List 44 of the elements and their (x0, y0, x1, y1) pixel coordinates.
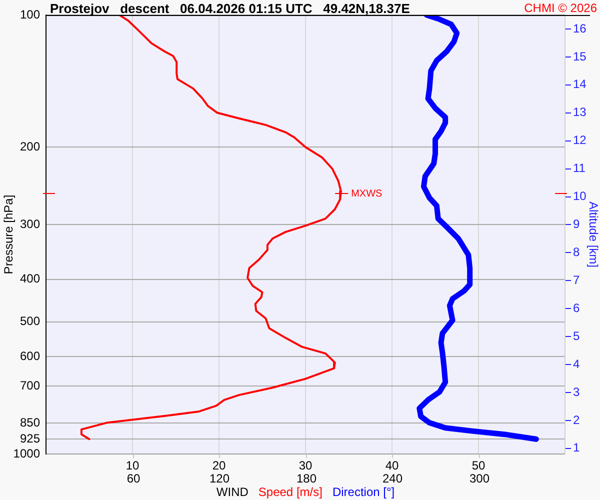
text: CHMI © 2026 (524, 1, 597, 15)
y2-tick-label: 12 (573, 133, 587, 148)
x2-tick-label: 60 (126, 471, 140, 486)
y2-tick-label: 13 (573, 105, 587, 120)
y-tick-label: 500 (20, 314, 40, 328)
y2-axis-title: Altitude [km] (586, 201, 600, 268)
y-tick-label: 600 (20, 348, 40, 363)
x2-tick-label: 120 (209, 471, 230, 486)
y2-tick-label: 5 (573, 328, 580, 343)
y2-tick-label: 8 (573, 244, 580, 259)
y2-tick-label: 16 (573, 21, 587, 36)
y2-tick-label: 4 (573, 356, 580, 371)
text: Speed [m/s] (258, 485, 322, 499)
y-tick-label: 850 (20, 415, 40, 430)
x2-tick-label: 240 (382, 471, 403, 486)
x2-tick-label: 180 (296, 471, 317, 486)
x2-tick-label: 300 (469, 471, 490, 486)
y-tick-label: 200 (20, 139, 40, 154)
x-tick-label: 50 (472, 458, 486, 473)
y-tick-label: 300 (20, 216, 40, 231)
y-tick-label: 700 (20, 378, 40, 392)
y2-tick-label: 2 (573, 412, 580, 427)
x-tick-label: 30 (298, 458, 312, 473)
y-axis-title: Pressure [hPa] (2, 194, 16, 274)
y2-tick-label: 1 (573, 440, 580, 455)
chart-title: Prostejov descent 06.04.2026 01:15 UTC 49.42N,18.37E (50, 1, 410, 16)
y-tick-label: 100 (20, 7, 40, 22)
annotation: MXWS (351, 188, 383, 200)
y-tick-label: 1000 (13, 446, 40, 460)
y2-tick-label: 10 (573, 189, 587, 204)
y2-tick-label: 11 (573, 161, 586, 176)
x-tick-label: 40 (385, 458, 399, 473)
x-tick-label: 10 (126, 458, 140, 473)
y2-tick-label: 6 (573, 300, 580, 315)
text: Direction [°] (332, 485, 395, 499)
x-tick-label: 20 (212, 458, 226, 473)
y-tick-label: 925 (20, 431, 40, 446)
y2-tick-label: 14 (573, 77, 587, 92)
x-axis-title: WIND (216, 485, 248, 499)
y2-tick-label: 9 (573, 217, 580, 232)
y2-tick-label: 15 (573, 49, 587, 64)
y-tick-label: 400 (20, 272, 40, 286)
y2-tick-label: 7 (573, 272, 580, 287)
y2-tick-label: 3 (573, 384, 580, 399)
